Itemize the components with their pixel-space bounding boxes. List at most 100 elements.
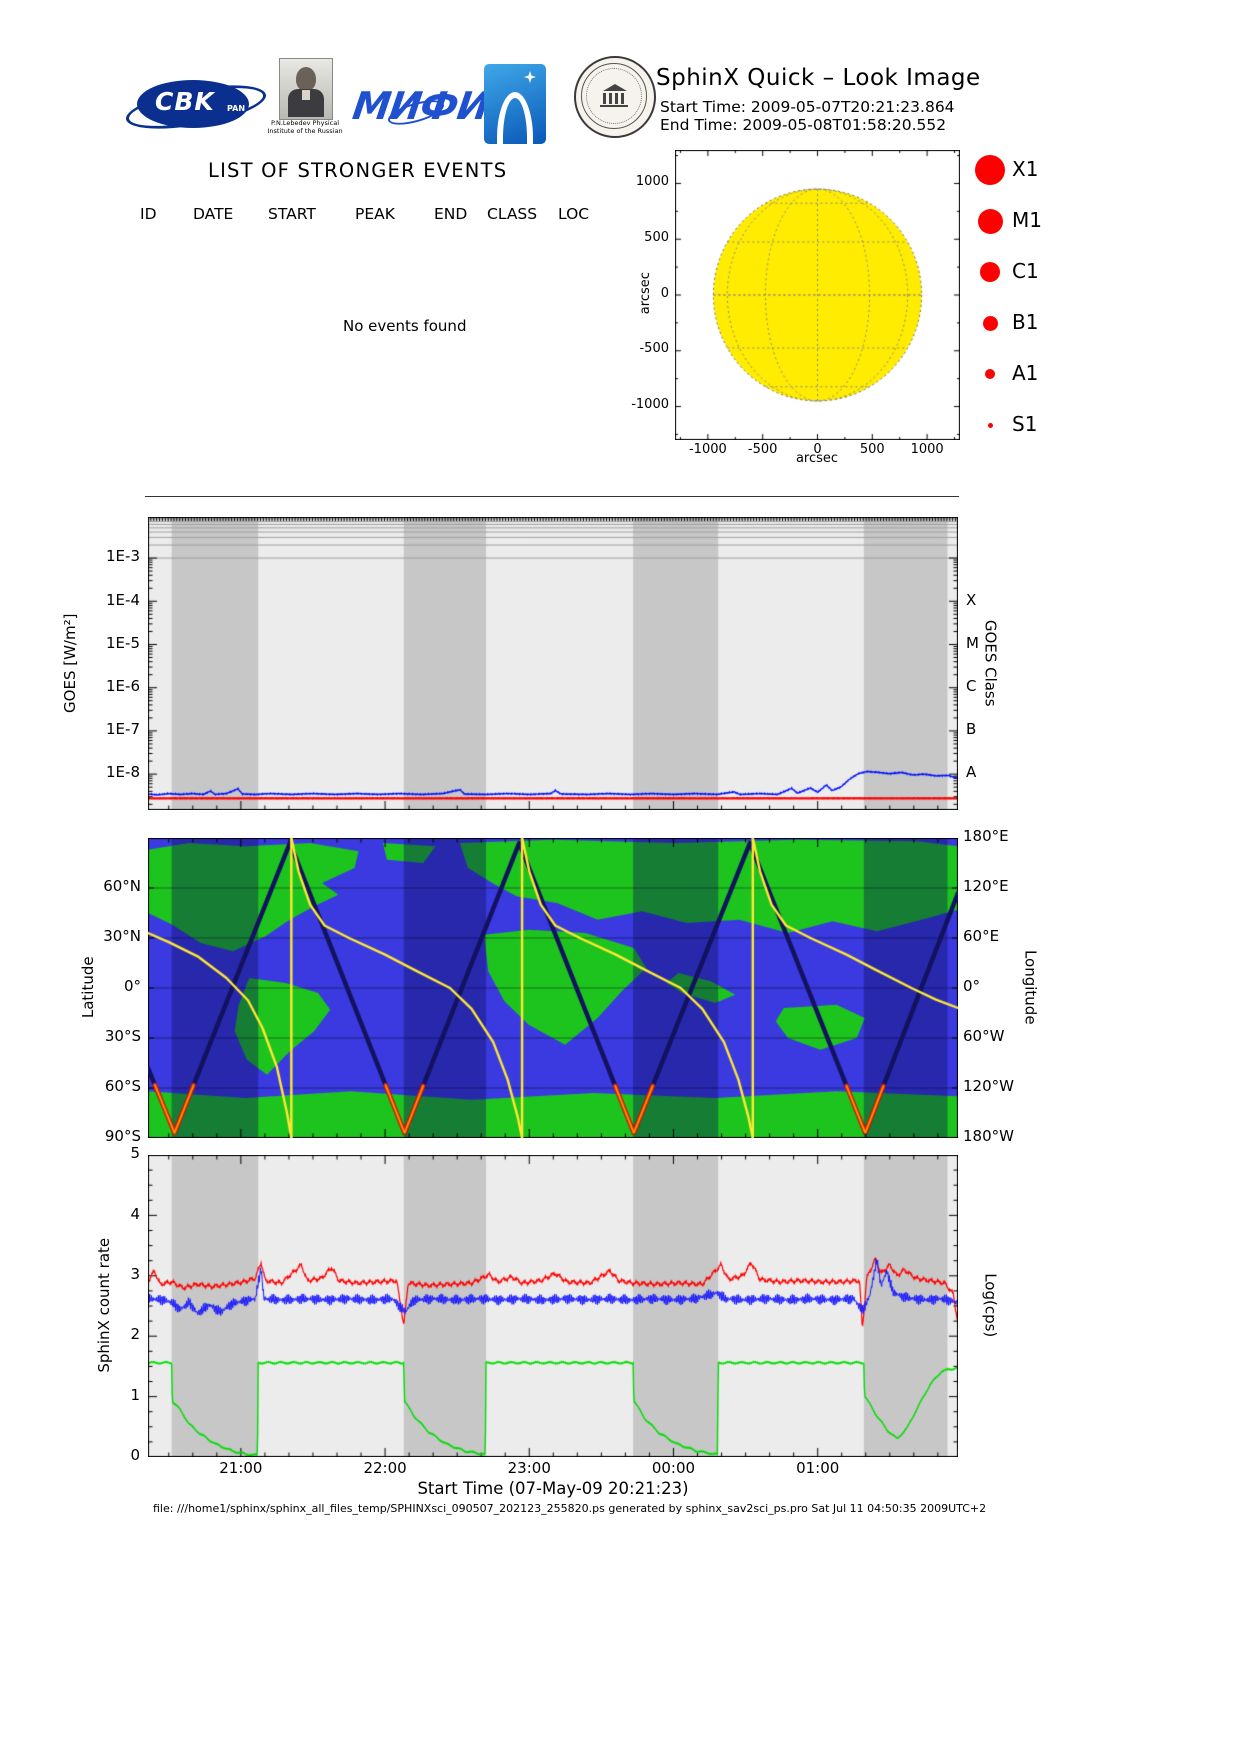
flare-class-label-S1: S1 (1012, 412, 1038, 436)
goes-class-C: C (966, 676, 977, 695)
time-label-01:00: 01:00 (796, 1459, 840, 1478)
seal-text-ring (586, 68, 642, 124)
sun-ytick-1000: 1000 (635, 174, 669, 189)
goes-class-A: A (966, 763, 977, 782)
lat-tick-60°S: 60°S (104, 1077, 141, 1096)
lon-tick-120°W: 120°W (963, 1077, 1014, 1096)
logcps-axis-label: Log(cps) (981, 1273, 1000, 1338)
count-ytick-1: 1 (130, 1385, 140, 1404)
cbk-text: CBK (155, 87, 215, 116)
sun-ytick-0: 0 (660, 285, 669, 301)
flare-class-dot-A1 (985, 369, 995, 379)
goes-ytick-1E-5: 1E-5 (106, 633, 140, 652)
seal-base (600, 105, 628, 107)
events-col-start: START (268, 205, 316, 223)
lebedev-caption-1: P.N.Lebedev Physical (270, 119, 339, 127)
count-ytick-3: 3 (130, 1265, 140, 1284)
seal-column-2 (609, 93, 612, 104)
flare-class-dot-M1 (977, 208, 1003, 234)
goes-class-M: M (966, 633, 979, 652)
lat-tick-30°N: 30°N (103, 927, 141, 946)
footer-file-info: file: ///home1/sphinx/sphinx_all_files_t… (153, 1502, 987, 1515)
events-col-end: END (434, 205, 468, 223)
start-time: Start Time: 2009-05-07T20:21:23.864 (660, 98, 955, 116)
goes-class-B: B (966, 720, 977, 739)
count-ytick-2: 2 (130, 1325, 140, 1344)
page-title: SphinX Quick – Look Image (656, 65, 981, 91)
end-time: End Time: 2009-05-08T01:58:20.552 (660, 116, 947, 134)
seal-column-1 (603, 93, 606, 104)
arch-star-icon (524, 71, 536, 83)
events-col-loc: LOC (558, 205, 590, 223)
goes-class-axis-label: GOES Class (981, 619, 1000, 707)
sun-ytick--1000: -1000 (631, 397, 669, 413)
seal-column-3 (615, 93, 618, 104)
sun-xtick--500: -500 (747, 441, 778, 457)
cbk-logo: CBK PAN (122, 72, 270, 138)
time-axis-label: Start Time (07-May-09 20:21:23) (417, 1479, 689, 1498)
sun-xaxis-label: arcsec (795, 451, 839, 466)
lon-tick-180°W: 180°W (963, 1127, 1014, 1146)
flare-class-label-M1: M1 (1012, 208, 1042, 232)
flare-class-dot-C1 (980, 262, 1000, 282)
seal-building-icon (600, 84, 630, 108)
events-col-peak: PEAK (355, 205, 395, 223)
lat-tick-60°N: 60°N (103, 877, 141, 896)
goes-ytick-1E-3: 1E-3 (106, 547, 140, 566)
separator-line (145, 496, 959, 497)
lebedev-logo: P.N.Lebedev Physical Institute of the Ru… (263, 58, 347, 146)
events-col-class: CLASS (487, 205, 538, 223)
sun-disk-plot (675, 150, 960, 440)
portrait-collar (302, 90, 310, 100)
goes-ytick-1E-4: 1E-4 (106, 590, 140, 609)
goes-ytick-1E-6: 1E-6 (106, 676, 140, 695)
goes-class-X: X (966, 590, 977, 609)
lat-tick-90°S: 90°S (104, 1127, 141, 1146)
flare-class-dot-S1 (987, 422, 993, 428)
count-ytick-4: 4 (130, 1204, 140, 1223)
lebedev-caption-2: Institute of the Russian (267, 127, 343, 135)
seal-column-4 (621, 93, 624, 104)
events-empty-message: No events found (343, 317, 467, 335)
flare-class-label-C1: C1 (1012, 259, 1039, 283)
flare-class-dot-B1 (982, 315, 998, 331)
time-label-21:00: 21:00 (219, 1459, 263, 1478)
lon-tick-180°E: 180°E (963, 827, 1009, 846)
events-col-date: DATE (193, 205, 234, 223)
events-title: LIST OF STRONGER EVENTS (208, 159, 508, 182)
goes-flux-plot (148, 517, 958, 810)
seal-pediment (603, 84, 627, 91)
count-ytick-0: 0 (130, 1446, 140, 1465)
lon-tick-120°E: 120°E (963, 877, 1009, 896)
cbk-sub: PAN (227, 104, 246, 113)
sun-ytick-500: 500 (644, 229, 669, 245)
countrate-axis-label: SphinX count rate (94, 1237, 113, 1373)
cbk-ellipse (137, 80, 249, 128)
count-ytick-5: 5 (130, 1144, 140, 1163)
portrait-head (296, 67, 316, 91)
longitude-axis-label: Longitude (1021, 949, 1040, 1025)
lebedev-portrait (279, 58, 333, 120)
sun-xtick-1000: 1000 (910, 441, 944, 457)
lon-tick-60°W: 60°W (963, 1027, 1005, 1046)
sun-ytick--500: -500 (639, 341, 669, 357)
goes-ytick-1E-8: 1E-8 (106, 763, 140, 782)
sun-xtick--1000: -1000 (688, 441, 727, 457)
lon-tick-60°E: 60°E (963, 927, 1000, 946)
time-label-00:00: 00:00 (651, 1459, 696, 1478)
sun-xtick-500: 500 (859, 441, 885, 457)
lat-tick-0°: 0° (123, 977, 141, 996)
seal-inner-ring (581, 63, 647, 129)
flare-class-label-X1: X1 (1012, 157, 1039, 181)
time-label-22:00: 22:00 (363, 1459, 407, 1478)
seal-logo (574, 56, 656, 138)
flare-class-label-B1: B1 (1012, 310, 1039, 334)
events-col-id: ID (140, 205, 157, 223)
lon-tick-0°: 0° (963, 977, 981, 996)
arch-curve (497, 92, 533, 144)
ground-track-map (148, 838, 958, 1138)
flare-class-label-A1: A1 (1012, 361, 1039, 385)
goes-ytick-1E-7: 1E-7 (106, 720, 140, 739)
flare-class-dot-X1 (975, 155, 1005, 185)
